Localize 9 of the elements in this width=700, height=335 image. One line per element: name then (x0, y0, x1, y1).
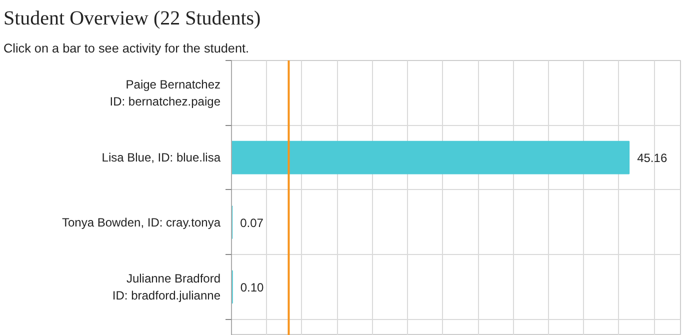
chart-title: Student Overview (22 Students) (4, 8, 261, 30)
data-label: 0.10 (240, 280, 264, 294)
y-tick-label: Julianne Bradford ID: bradford.julianne (112, 272, 221, 302)
y-tick-label: Paige Bernatchez ID: bernatchez.paige (110, 77, 221, 108)
y-tick-label: Lisa Blue, ID: blue.lisa (102, 150, 221, 165)
data-label: 0.07 (240, 216, 264, 230)
text: Click on a bar to see activity for the student. (4, 42, 250, 56)
data-label: 45.16 (637, 151, 668, 166)
y-tick-label: Tonya Bowden, ID: cray.tonya (62, 215, 221, 230)
